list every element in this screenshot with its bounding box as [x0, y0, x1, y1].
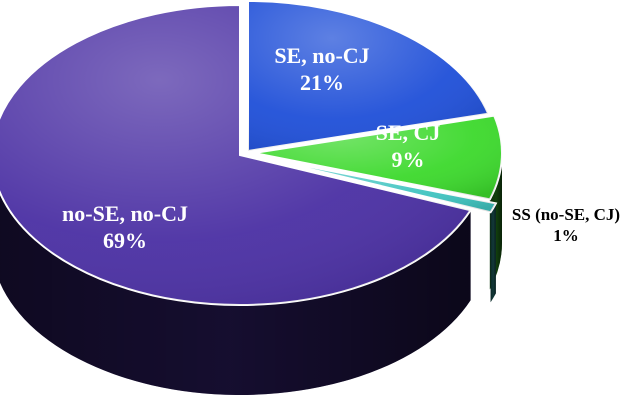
slice-label-no-se-no-cj: no-SE, no-CJ 69%: [62, 201, 188, 253]
slice-name: SE, no-CJ: [274, 43, 369, 68]
pie-slice-gloss-no-se-no-cj: [0, 5, 471, 305]
slice-value: 21%: [300, 70, 344, 95]
pie-slice-gloss-se-no-cj: [248, 1, 489, 151]
slice-label-se-no-cj: SE, no-CJ 21%: [274, 43, 369, 95]
slice-label-se-cj: SE, CJ 9%: [376, 120, 441, 172]
slice-name: no-SE, no-CJ: [62, 201, 188, 226]
slice-label-ss-no-se-cj: SS (no-SE, CJ) 1%: [512, 205, 620, 245]
slice-value: 1%: [553, 226, 579, 245]
slice-value: 9%: [392, 147, 425, 172]
slice-name: SE, CJ: [376, 120, 441, 145]
pie-side-shade-ss-no-se-cj: [490, 203, 496, 303]
pie-side-shade-no-se-no-cj: [0, 192, 471, 395]
pie-slice-gloss-se-cj: [254, 115, 502, 200]
slice-name: SS (no-SE, CJ): [512, 205, 620, 224]
pie-slice-gloss-ss-no-se-cj: [260, 157, 496, 213]
slice-value: 69%: [103, 228, 147, 253]
